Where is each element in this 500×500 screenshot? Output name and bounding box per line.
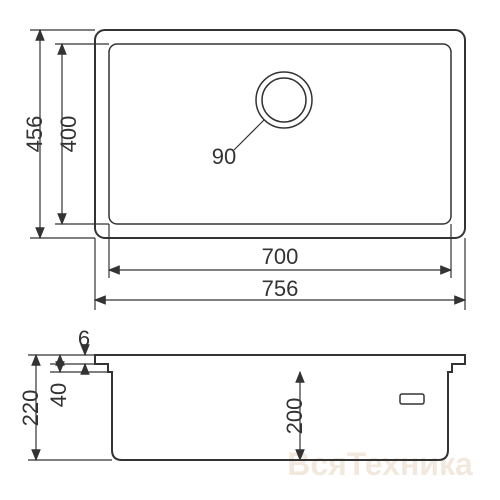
overflow-slot: [400, 394, 424, 404]
dim-h-outer: 456: [22, 116, 47, 153]
sink-bowl-outline: [109, 44, 451, 224]
drain-outer-circle: [256, 72, 312, 128]
dim-rim: 40: [46, 383, 71, 407]
sink-outer-outline: [95, 30, 465, 238]
drain-leader: [234, 120, 264, 150]
dim-w-outer: 756: [262, 276, 299, 301]
top-view: 90: [95, 30, 465, 238]
sink-section-outline: [95, 355, 465, 460]
side-left-dims: 6 40 220: [18, 326, 112, 460]
dim-lip: 6: [78, 326, 90, 351]
width-dims: 700 756: [95, 224, 465, 310]
watermark: ВсяТехника: [287, 446, 473, 482]
dim-w-inner: 700: [262, 244, 299, 269]
dim-drain: 90: [212, 144, 236, 169]
dim-depth-bowl: 200: [282, 398, 307, 435]
side-view: [95, 355, 465, 460]
dimension-diagram: ВсяТехника 90 456 400 700: [0, 0, 500, 500]
dim-depth-overall: 220: [18, 390, 43, 427]
dim-h-inner: 400: [56, 116, 81, 153]
drain-inner-circle: [262, 78, 306, 122]
